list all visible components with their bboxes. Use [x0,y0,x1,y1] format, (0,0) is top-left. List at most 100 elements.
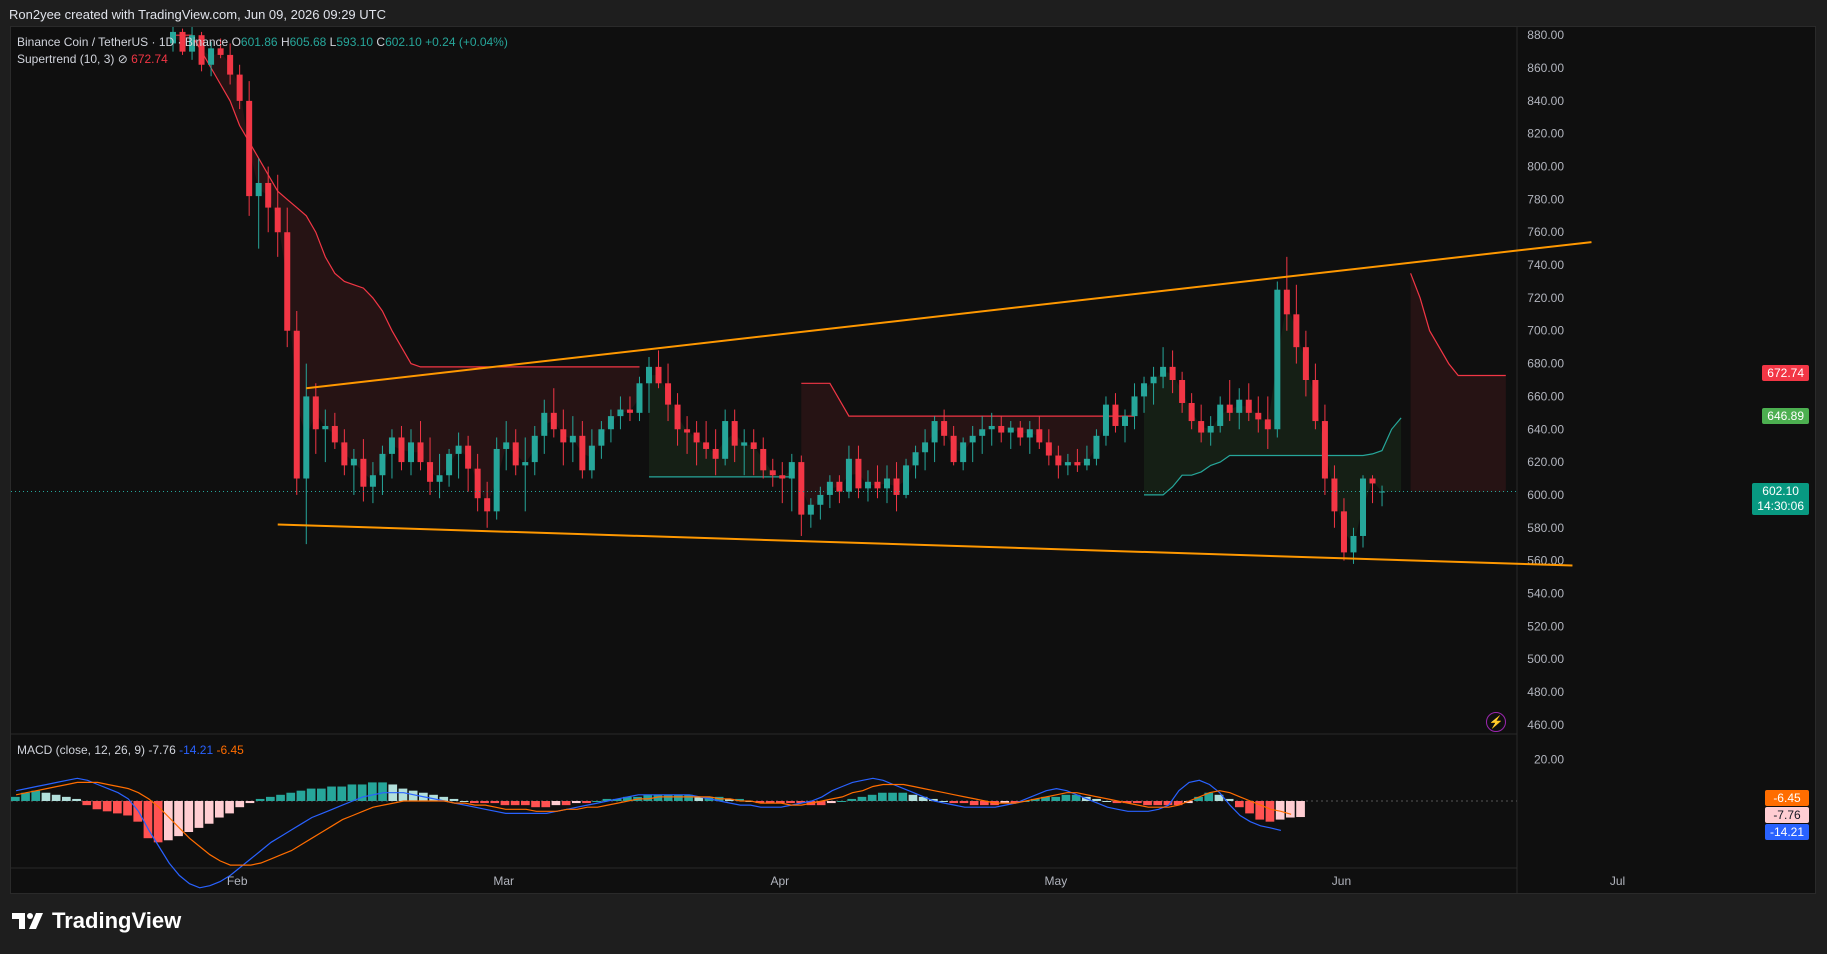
price-tick-label: 540.00 [1527,586,1564,600]
price-tick-label: 680.00 [1527,357,1564,371]
candle-body [1264,419,1271,430]
candle-body [826,481,833,495]
candle-body [893,478,900,495]
candle-body [588,445,595,471]
candle-body [1207,425,1214,433]
macd-tick-label: 20.00 [1534,753,1564,767]
candle-body [1017,427,1024,438]
macd-hist-bar [969,801,979,806]
candle-body [579,435,586,471]
macd-hist-bar [1224,798,1234,801]
macd-hist-bar [123,801,132,816]
candle-body [198,35,205,65]
macd-hist-bar [174,801,183,837]
macd-hist-bar [378,782,387,801]
candle-body [170,31,176,44]
supertrend-line-3 [1144,417,1402,496]
macd-hist-bar [490,801,500,804]
macd-hist-bar [286,792,296,801]
candle-body [1198,421,1205,433]
macd-hist-bar [521,801,530,806]
candle-body [1226,404,1233,413]
candle-body [512,442,519,466]
macd-hist-bar [1000,801,1010,804]
macd-hist-bar [470,801,479,804]
visibility-icon[interactable]: ⊘ [117,52,128,66]
candle-body [646,366,652,384]
supertrend-fill-0 [173,35,640,505]
low-label: L [329,35,337,49]
top-bar: Ron2yee created with TradingView.com, Ju… [0,0,1827,26]
candle-body [465,445,472,469]
candle-body [1369,478,1376,484]
macd-hist-bar [398,788,408,801]
macd-hist-bar [1265,801,1275,822]
tradingview-logo[interactable]: TradingView [12,908,181,934]
macd-hist-bar [878,792,887,801]
change-value: +0.24 (+0.04%) [425,35,508,49]
macd-legend: MACD (close, 12, 26, 9) -7.76 -14.21 -6.… [17,743,244,757]
macd-hist-bar [143,801,153,839]
candle-body [874,481,881,489]
macd-hist-bar [1061,794,1071,801]
candle-body [360,458,367,487]
supertrend-line-0 [173,34,640,368]
candle-body [312,396,319,430]
price-tick-label: 780.00 [1527,192,1564,206]
price-tick-label: 460.00 [1527,718,1564,732]
candle-body [484,498,491,512]
candle-body [979,429,986,436]
price-tick-label: 500.00 [1527,652,1564,666]
candle-body [1350,535,1357,553]
lightning-icon[interactable]: ⚡ [1486,712,1506,732]
candle-body [236,74,243,101]
price-tick-label: 640.00 [1527,422,1564,436]
candle-body [788,462,795,479]
macd-hist-bar [816,801,826,806]
macd-hist-bar [786,801,795,804]
macd-hist-bar [102,801,112,812]
macd-hist-bar [1112,801,1122,804]
chart-frame[interactable]: 460.00 480.00 500.00 520.00 540.00 560.00 580.… [10,26,1817,895]
macd-hist-bar [1031,798,1040,801]
candle-body [969,435,976,443]
macd-hist-bar [133,801,143,822]
macd-hist-bar [327,786,336,801]
candle-body [760,448,767,471]
macd-hist-bar [929,798,938,801]
macd-hist-bar [429,794,438,801]
macd-hist-bar [92,801,102,810]
supertrend-line-2 [801,382,1135,417]
candle-body [208,48,215,65]
macd-hist-bar [500,801,510,806]
candle-body [1312,380,1319,422]
candle-body [1064,462,1071,466]
supertrend-line-4 [1410,273,1506,377]
chart-canvas[interactable]: 460.00480.00500.00520.00540.00560.00580.… [11,27,1817,895]
candle-body [1112,404,1119,426]
symbol-legend: Binance Coin / TetherUS · 1D · Binance O… [17,35,508,49]
candle-body [503,442,510,449]
candle-body [922,442,929,453]
candle-body [845,458,852,492]
macd-hist-bar [1143,801,1152,806]
macd-hist-bar [867,794,877,801]
macd-hist-bar [480,801,489,804]
macd-hist-bar [663,794,673,801]
supertrend-value: 672.74 [131,52,168,66]
macd-hist-bar [674,794,683,801]
candle-body [1150,376,1157,384]
macd-signal-value: -6.45 [216,743,244,757]
supertrend-name: Supertrend (10, 3) [17,52,115,66]
candle-body [274,207,281,233]
macd-hist-value: -7.76 [148,743,176,757]
trendline-lower [277,523,1573,567]
macd-hist-bar [113,801,122,814]
macd-hist-bar [439,796,449,801]
macd-hist-bar [1214,794,1224,801]
macd-hist-bar [153,801,163,843]
macd-hist-bar [531,801,540,808]
supertrend-down-price-label: 672.74 [1762,365,1809,381]
macd-hist-bar [949,801,959,804]
macd-hist-bar [164,801,173,841]
